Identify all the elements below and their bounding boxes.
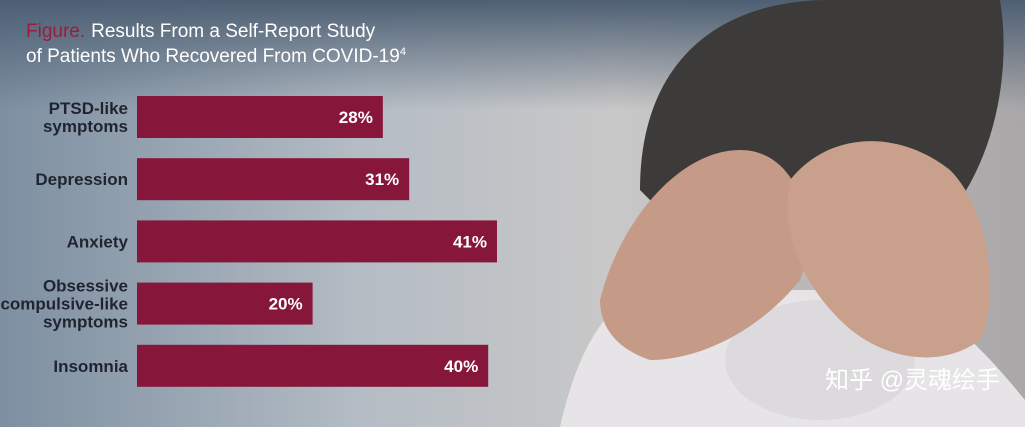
value-label: 41% bbox=[453, 232, 487, 251]
value-label: 40% bbox=[444, 357, 478, 376]
title-line: Results From a Self-Report Study bbox=[91, 21, 376, 42]
chart-title: Figure. Results From a Self-Report Study bbox=[26, 21, 376, 42]
category-label: PTSD-like symptoms bbox=[43, 99, 128, 136]
bar bbox=[137, 96, 383, 138]
category-label: Anxiety bbox=[67, 232, 129, 251]
bar bbox=[137, 220, 497, 263]
bar bbox=[137, 158, 410, 201]
title-label: Figure. bbox=[26, 21, 85, 42]
value-label: 20% bbox=[269, 295, 303, 314]
title-superscript: 4 bbox=[400, 46, 406, 58]
value-label: 31% bbox=[365, 170, 399, 189]
category-label: Obsessive compulsive-like symptoms bbox=[0, 277, 128, 332]
category-label: Insomnia bbox=[53, 357, 128, 376]
chart-title: of Patients Who Recovered From COVID-194 bbox=[26, 46, 406, 67]
photo bbox=[560, 0, 1025, 427]
value-label: 28% bbox=[339, 108, 373, 127]
category-label: Depression bbox=[35, 170, 128, 189]
bar bbox=[137, 282, 313, 325]
watermark: 知乎 @灵魂绘手 bbox=[825, 367, 1000, 394]
bar bbox=[137, 344, 489, 387]
title-line: of Patients Who Recovered From COVID-19 bbox=[26, 46, 400, 67]
